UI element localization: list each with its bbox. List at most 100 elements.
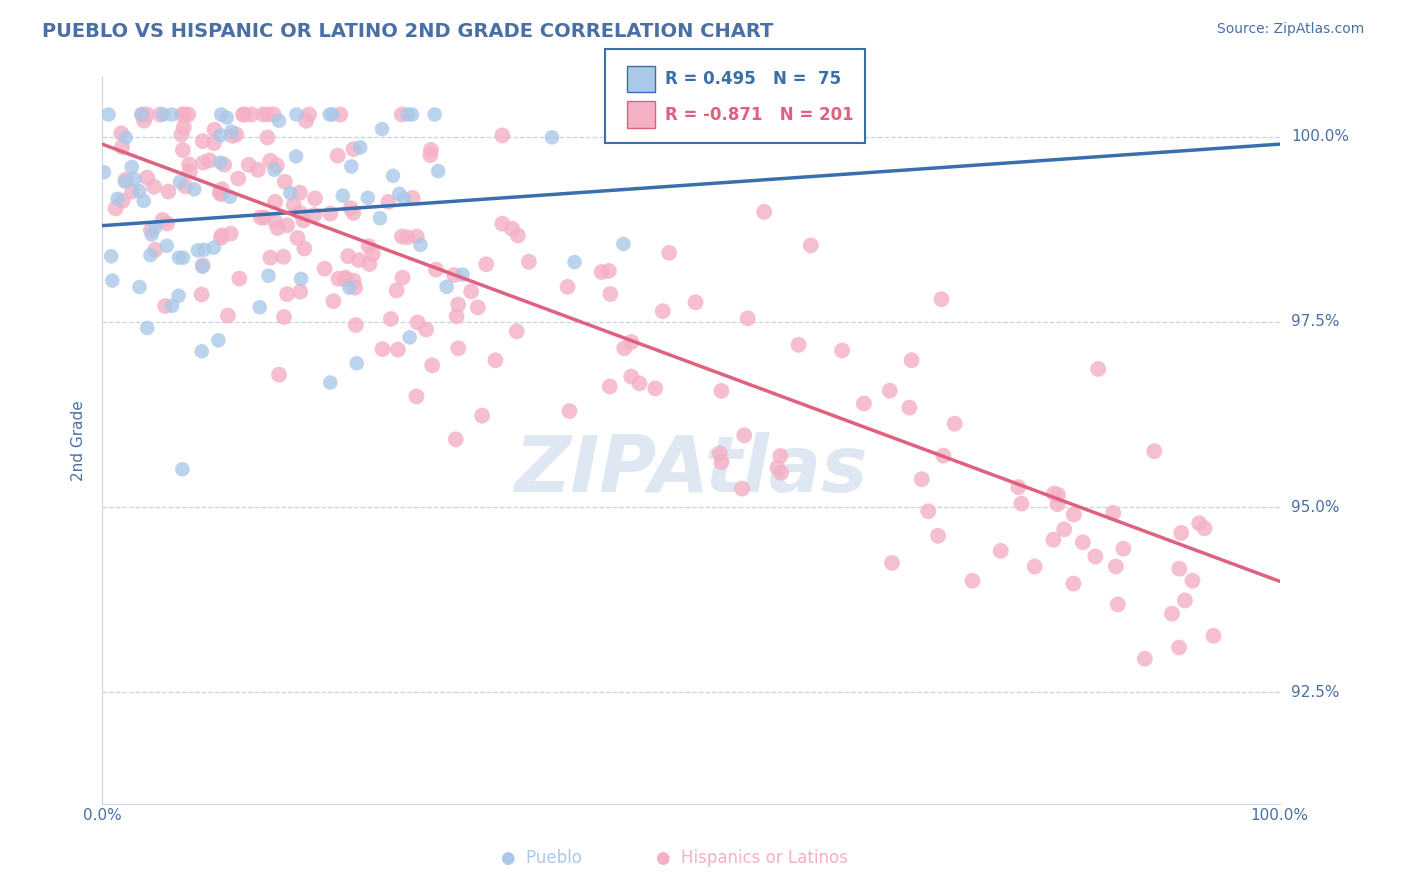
Point [733,428,755,442]
Point [276,287,298,301]
Point [136,107,159,121]
Point [114,173,136,187]
Point [1174,593,1197,607]
Point [388,186,411,201]
Point [143,220,166,235]
Point [114,130,136,145]
Point [267,368,290,382]
Text: PUEBLO VS HISPANIC OR LATINO 2ND GRADE CORRELATION CHART: PUEBLO VS HISPANIC OR LATINO 2ND GRADE C… [42,22,773,41]
Point [368,211,391,226]
Point [228,271,250,285]
Point [475,257,498,271]
Point [344,280,367,294]
Point [1181,574,1204,588]
Point [266,221,288,235]
Point [211,182,233,196]
Point [990,544,1012,558]
Point [879,384,901,398]
Point [342,206,364,220]
Point [249,300,271,314]
Point [927,529,949,543]
Point [1202,629,1225,643]
Point [132,113,155,128]
Point [1062,576,1084,591]
Point [405,389,427,403]
Point [191,344,214,359]
Point [880,556,903,570]
Point [170,107,193,121]
Point [280,186,302,201]
Point [658,245,681,260]
Point [1024,559,1046,574]
Point [253,211,276,225]
Point [685,295,707,310]
Point [249,211,271,225]
Point [157,185,180,199]
Point [273,250,295,264]
Point [172,143,194,157]
Point [221,125,243,139]
Point [382,169,405,183]
Point [226,171,249,186]
Point [219,227,242,241]
Point [276,219,298,233]
Point [304,208,326,222]
Point [179,157,201,171]
Point [1007,480,1029,494]
Point [405,229,427,244]
Point [202,241,225,255]
Point [754,205,776,219]
Point [295,113,318,128]
Point [209,128,232,143]
Point [193,243,215,257]
Point [1087,362,1109,376]
Point [267,113,290,128]
Point [209,187,232,202]
Point [209,107,232,121]
Point [1043,486,1066,500]
Point [160,107,183,121]
Point [709,446,731,460]
Point [246,162,269,177]
Point [183,182,205,196]
Point [347,253,370,268]
Point [401,107,423,121]
Point [288,186,311,200]
Point [1133,651,1156,665]
Point [97,107,120,121]
Point [1107,598,1129,612]
Point [139,223,162,237]
Point [402,191,425,205]
Point [285,107,308,121]
Point [1194,521,1216,535]
Point [1102,506,1125,520]
Point [259,153,281,168]
Point [256,130,278,145]
Point [155,299,177,313]
Point [380,312,402,326]
Point [287,231,309,245]
Point [558,404,581,418]
Point [359,257,381,271]
Point [564,255,586,269]
Point [361,247,384,261]
Point [152,212,174,227]
Point [447,341,470,355]
Point [658,107,681,121]
Point [314,261,336,276]
Point [167,289,190,303]
Point [240,107,263,121]
Point [460,285,482,299]
Point [143,243,166,257]
Point [233,107,256,121]
Point [392,192,415,206]
Point [436,280,458,294]
Point [406,316,429,330]
Point [290,272,312,286]
Point [391,107,413,121]
Point [1042,533,1064,547]
Text: ●  Hispanics or Latinos: ● Hispanics or Latinos [657,849,848,867]
Point [128,184,150,198]
Point [357,239,380,253]
Point [340,160,363,174]
